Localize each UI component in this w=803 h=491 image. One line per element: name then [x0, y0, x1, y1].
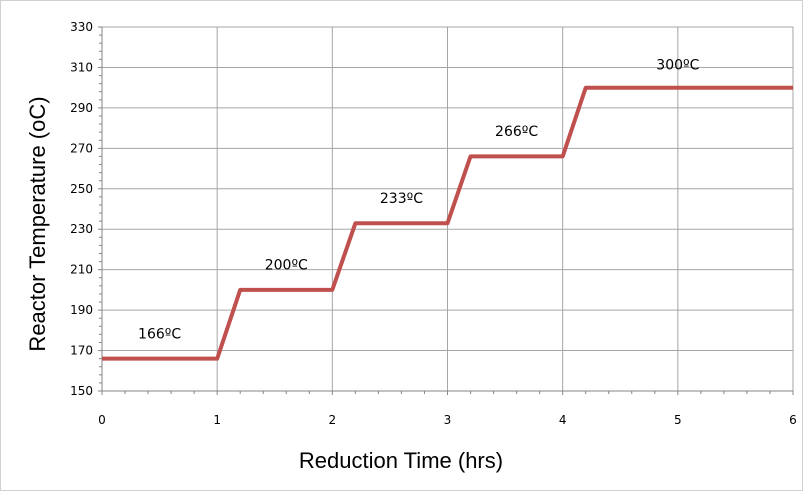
- x-tick-label: 1: [213, 413, 221, 427]
- x-axis-title: Reduction Time (hrs): [299, 448, 503, 473]
- tick-labels: 150 170 190 210 230 250 270 290 310 330 0 1 2 3 4 5 6: [70, 20, 797, 427]
- x-tick-label: 5: [674, 413, 682, 427]
- y-tick-label: 230: [70, 222, 93, 236]
- temperature-annotation: 166ºC: [138, 326, 181, 342]
- series-line: [102, 85, 793, 361]
- y-tick-label: 170: [70, 344, 93, 358]
- y-tick-label: 190: [70, 303, 93, 317]
- x-tick-label: 6: [789, 413, 797, 427]
- y-axis-title: Reactor Temperature (oC): [25, 96, 50, 351]
- temperature-annotation: 300ºC: [656, 57, 699, 73]
- y-tick-label: 270: [70, 141, 93, 155]
- y-tick-label: 150: [70, 384, 93, 398]
- x-tick-label: 3: [444, 413, 452, 427]
- y-tick-label: 250: [70, 182, 93, 196]
- series-lines: [102, 85, 793, 361]
- x-tick-label: 0: [98, 413, 106, 427]
- gridlines: [101, 26, 794, 392]
- temperature-annotation: 266ºC: [495, 124, 538, 140]
- y-tick-label: 310: [70, 60, 93, 74]
- axes: [98, 26, 794, 395]
- x-tick-label: 4: [559, 413, 567, 427]
- x-tick-label: 2: [329, 413, 337, 427]
- annotations: 166ºC 200ºC 233ºC 266ºC 300ºC: [138, 57, 700, 342]
- temperature-annotation: 233ºC: [380, 191, 423, 207]
- y-tick-label: 290: [70, 101, 93, 115]
- temperature-annotation: 200ºC: [265, 258, 308, 274]
- y-tick-label: 210: [70, 263, 93, 277]
- y-tick-label: 330: [70, 20, 93, 34]
